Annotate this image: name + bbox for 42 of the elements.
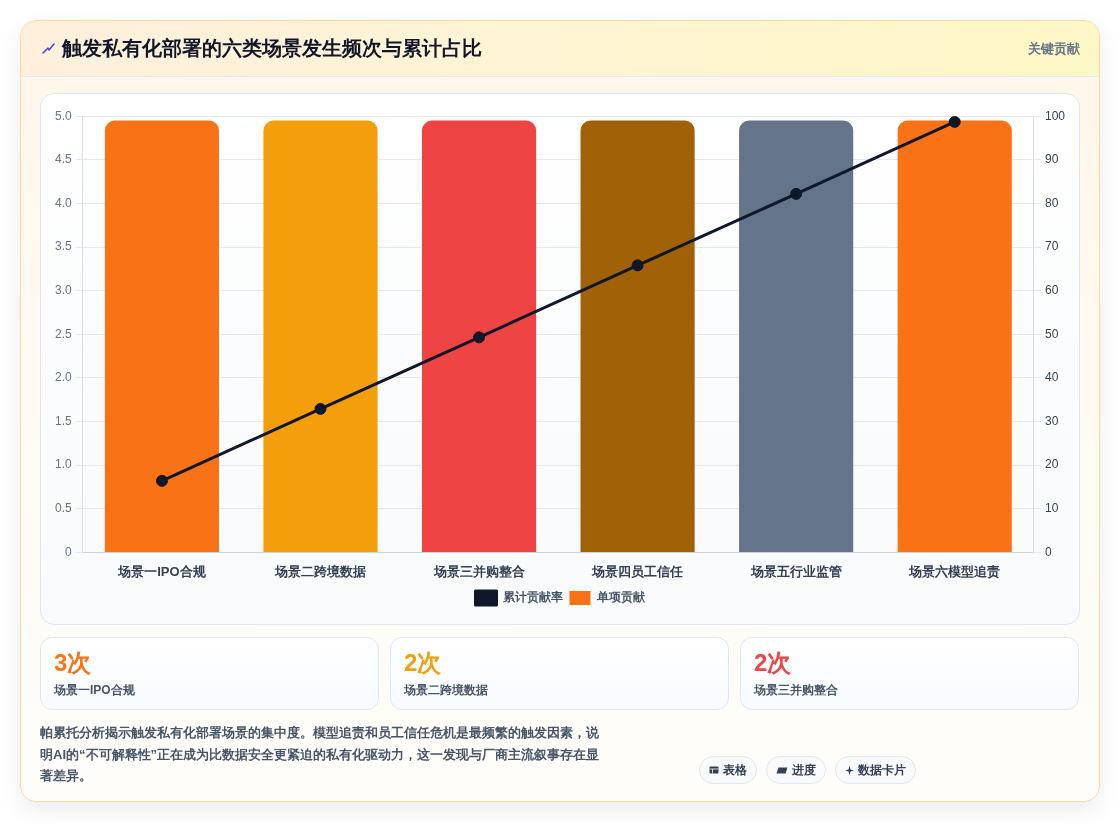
y-tick-label: 0 [64, 544, 72, 559]
y-tick-label: 1.5 [54, 413, 72, 428]
x-tick-label: 场景五行业监管 [749, 563, 842, 579]
y-tick-label: 1.0 [54, 457, 72, 472]
chart-title: 触发私有化部署的六类场景发生频次与累计占比 [62, 36, 482, 61]
y2-tick-label: 60 [1044, 282, 1059, 297]
y2-tick-label: 50 [1044, 326, 1059, 341]
text: 2次 [404, 648, 442, 678]
text: 数据卡片 [858, 761, 906, 779]
x-tick-label: 场景二跨境数据 [274, 563, 367, 579]
y-tick-label: 2.0 [54, 370, 72, 385]
y2-tick-label: 80 [1044, 195, 1059, 210]
x-tick-label: 场景四员工信任 [591, 563, 684, 579]
text: 表格 [723, 761, 747, 779]
text: 2次 [754, 648, 792, 678]
y-tick-label: 5.0 [54, 108, 72, 123]
y2-tick-label: 20 [1044, 457, 1059, 472]
y2-tick-label: 40 [1044, 370, 1059, 385]
y2-tick-label: 90 [1044, 152, 1059, 167]
x-tick-label: 场景一IPO合规 [117, 563, 207, 579]
y-tick-label: 0.5 [54, 501, 72, 516]
y-tick-label: 4.0 [54, 195, 72, 210]
text: 3次 [54, 648, 92, 678]
y2-tick-label: 30 [1044, 413, 1059, 428]
y-tick-label: 4.5 [54, 152, 72, 167]
x-tick-label: 场景六模型追责 [908, 563, 1001, 579]
text: 场景二跨境数据 [404, 682, 488, 698]
y-tick-label: 3.5 [54, 239, 72, 254]
y-tick-label: 3.0 [54, 282, 72, 297]
legend-label: 单项贡献 [595, 590, 646, 605]
text: 帕累托分析揭示触发私有化部署场景的集中度。模型追责和员工信任危机是最频繁的触发因素，说明AI的“不可解释性”正在成为比数据安全更紧迫的私有化驱动力，这一发现与厂商主流叙事存在显著差异。 [40, 724, 600, 785]
y2-tick-label: 100 [1044, 108, 1066, 123]
y2-tick-label: 0 [1044, 544, 1052, 559]
y2-tick-label: 70 [1044, 239, 1059, 254]
y-tick-label: 2.5 [54, 326, 72, 341]
text: 关键贡献 [1028, 40, 1080, 58]
text: 场景三并购整合 [754, 682, 838, 698]
x-tick-label: 场景三并购整合 [432, 563, 525, 579]
text: 进度 [792, 761, 816, 779]
text: 场景一IPO合规 [54, 682, 135, 698]
y2-tick-label: 10 [1044, 501, 1059, 516]
legend-label: 累计贡献率 [501, 590, 563, 605]
